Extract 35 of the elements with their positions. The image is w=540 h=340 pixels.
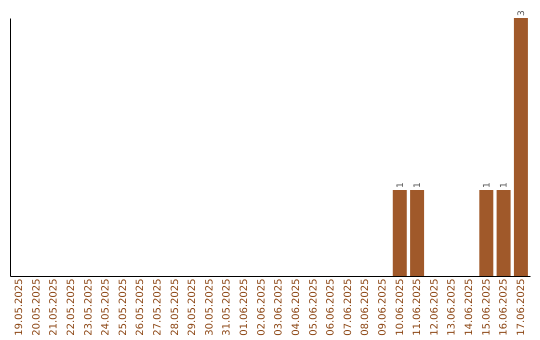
data-label: 1 [396, 182, 406, 188]
x-tick-label: 11.06.2025 [412, 278, 424, 336]
x-tick-label: 15.06.2025 [481, 278, 492, 336]
x-tick-label: 13.06.2025 [446, 278, 458, 336]
x-tick-label: 01.06.2025 [239, 278, 250, 336]
x-tick-label: 27.05.2025 [152, 278, 164, 336]
data-label: 1 [500, 182, 510, 188]
x-tick-label: 14.06.2025 [464, 278, 475, 336]
x-tick-label: 06.06.2025 [326, 278, 337, 336]
x-tick-label: 12.06.2025 [429, 278, 440, 336]
x-tick-label: 05.06.2025 [308, 278, 320, 336]
data-label: 3 [516, 10, 527, 16]
x-tick-label: 04.06.2025 [290, 278, 302, 336]
x-tick-label: 26.05.2025 [135, 278, 146, 336]
x-tick-label: 16.06.2025 [498, 278, 510, 336]
x-tick-label: 19.05.2025 [14, 278, 26, 336]
x-tick-label: 28.05.2025 [170, 278, 181, 336]
x-tick-label: 30.05.2025 [204, 278, 216, 336]
x-tick-label: 24.05.2025 [100, 278, 112, 336]
x-tick-label: 03.06.2025 [274, 278, 285, 336]
x-tick-label: 10.06.2025 [394, 278, 406, 336]
data-label: 1 [413, 182, 424, 188]
x-tick-label: 09.06.2025 [377, 278, 388, 336]
x-tick-label: 22.05.2025 [66, 278, 77, 336]
x-tick-label: 17.06.2025 [516, 278, 527, 336]
data-label: 1 [482, 182, 492, 188]
x-tick-label: 07.06.2025 [342, 278, 354, 336]
x-tick-label: 25.05.2025 [118, 278, 129, 336]
x-tick-label: 21.05.2025 [48, 278, 60, 336]
x-tick-label: 31.05.2025 [222, 278, 233, 336]
x-tick-label: 02.06.2025 [256, 278, 268, 336]
x-tick-label: 20.05.2025 [31, 278, 42, 336]
x-tick-label: 29.05.2025 [187, 278, 198, 336]
x-tick-label: 08.06.2025 [360, 278, 372, 336]
x-tick-label: 23.05.2025 [83, 278, 94, 336]
